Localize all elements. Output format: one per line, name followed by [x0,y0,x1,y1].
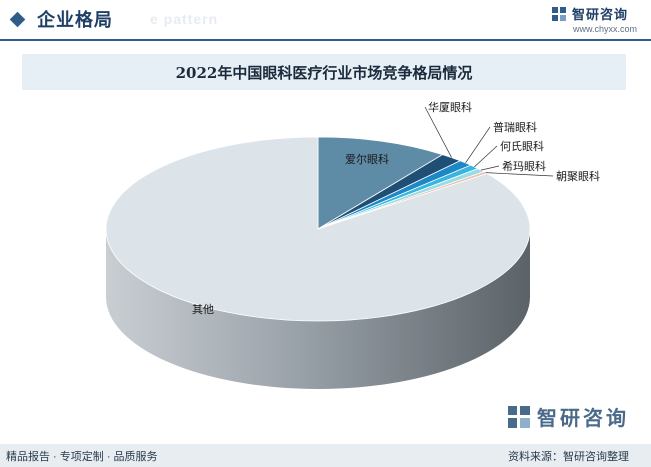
slice-label: 希玛眼科 [502,159,546,173]
section-title: 企业格局 [37,10,113,30]
pie-slice [105,136,531,322]
leader-line [480,165,500,171]
slice-label: 爱尔眼科 [345,152,389,166]
watermark-logo: 智研咨询 [507,402,629,431]
watermark-logo-icon [508,405,530,428]
slice-label: 何氏眼科 [500,139,544,153]
brand: 智研咨询 www.chyxx.com [551,4,637,34]
pie-side [106,229,530,389]
pie-slice [317,136,444,230]
chart-title-box: 2022年中国眼科医疗行业市场竞争格局情况 [22,54,626,90]
leader-line [474,145,498,168]
header: 企业格局 e pattern 智研咨询 www.chyxx.com [0,0,651,41]
header-divider [0,39,651,41]
footer: 精品报告 · 专项定制 · 品质服务 资料来源：智研咨询整理 [0,444,651,467]
brand-logo-icon [551,6,566,21]
slice-label: 朝聚眼科 [556,169,600,183]
slice-label: 其他 [192,303,214,316]
leader-line [485,172,554,177]
pie-leader-lines [424,106,554,177]
chart-title: 2022年中国眼科医疗行业市场竞争格局情况 [175,63,473,82]
footer-source: 资料来源：智研咨询整理 [508,451,629,463]
watermark-name: 智研咨询 [537,408,629,430]
slice-label: 华厦眼科 [428,100,472,114]
section-header: 企业格局 [8,6,113,32]
pie-top [105,136,531,322]
slice-label: 普瑞眼科 [493,120,537,134]
leader-line [465,126,491,164]
footer-tagline: 精品报告 · 专项定制 · 品质服务 [6,451,158,463]
header-background-text: e pattern [150,11,219,27]
pie-side-wall [106,229,530,389]
brand-url: www.chyxx.com [572,24,637,34]
leader-line [424,106,452,158]
brand-name: 智研咨询 [571,7,628,22]
